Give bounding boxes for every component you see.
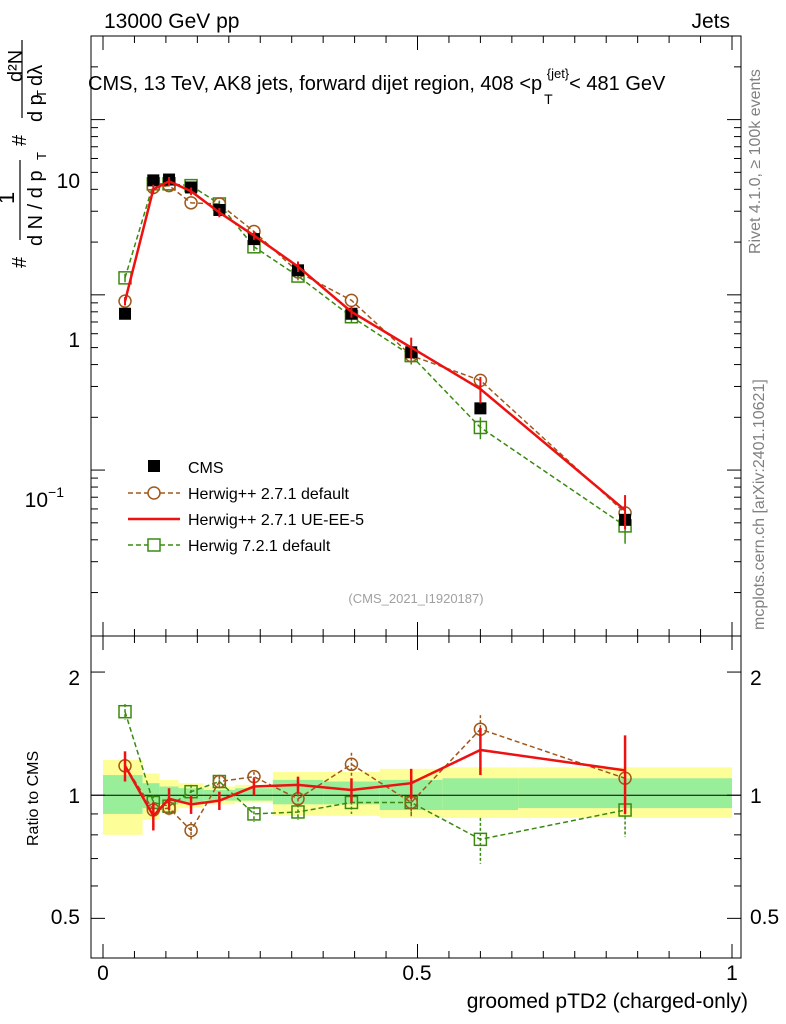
legend: CMS Herwig++ 2.7.1 default Herwig++ 2.7.… [128,460,364,555]
herwig721-point [473,420,488,435]
ratio-tick-label-0.5-right: 0.5 [750,906,779,929]
herwig-default-point [118,294,132,308]
y-label-denominator-2: d p [25,94,47,122]
herwig-default-point [184,196,198,210]
analysis-id: (CMS_2021_I1920187) [348,591,483,606]
y-label-numerator: d²N [5,50,27,82]
plot-title: CMS, 13 TeV, AK8 jets, forward dijet reg… [88,66,666,107]
plot-title-main: CMS, 13 TeV, AK8 jets, forward dijet reg… [88,73,542,95]
ratio-herwig721-point [291,805,305,819]
ratio-herwig-default-point [212,774,227,789]
legend-cms-label: CMS [188,460,224,477]
y-label-sub-t-1: T [34,152,49,160]
y-tick-label-1: 1 [68,329,80,352]
y-label-denominator-1: d N / d p [25,170,47,246]
ratio-tick-label-1-right: 1 [750,785,762,808]
category-label: Jets [691,10,730,33]
ratio-herwig721-point [473,832,488,847]
y-tick-label-0.1-exp: −1 [48,484,64,500]
x-axis-label: groomed pTD2 (charged-only) [467,990,748,1013]
legend-cms-marker [148,460,160,472]
ratio-herwig-default-point [344,757,359,772]
main-panel-series [118,173,632,544]
legend-herwig721-label: Herwig 7.2.1 default [188,538,331,555]
legend-herwig-ueee5-label: Herwig++ 2.7.1 UE-EE-5 [188,512,364,529]
ratio-herwig721-point [247,807,261,821]
ratio-tick-label-0.5-left: 0.5 [51,906,80,929]
ratio-herwig721-point [118,704,132,719]
cms-data-point [474,402,487,415]
plot-title-sup: {jet} [547,66,570,81]
cms-data-point [147,174,160,187]
axis-ticks [91,35,741,959]
legend-herwig-default-label: Herwig++ 2.7.1 default [188,486,350,503]
y-tick-label-0.1: 10−1 [25,484,65,512]
y-label-one: 1 [0,192,19,204]
y-axis-label-main: # 1 d N / d p T # d²N d p T dλ [0,40,49,268]
rivet-label: Rivet 4.1.0, ≥ 100k events [747,69,764,254]
x-tick-label-0.5: 0.5 [402,962,431,985]
ratio-tick-label-2-right: 2 [750,667,762,690]
ratio-panel-series [118,704,632,864]
y-label-hash-2: # [9,134,31,146]
cms-data-point [119,307,132,320]
ratio-panel-frame [90,635,742,959]
x-tick-label-1: 1 [726,962,738,985]
y-label-hash-1: # [9,256,31,268]
ratio-inner-band-bin [103,775,143,814]
plot-title-sub: T [544,91,553,107]
legend-herwig-default-marker [147,486,161,500]
ratio-tick-label-1-left: 1 [68,785,80,808]
ratio-inner-band-bin [442,778,519,811]
energy-label: 13000 GeV pp [104,10,239,33]
legend-herwig721-marker [147,538,161,552]
plot-title-end: < 481 GeV [569,73,666,95]
y-label-sub-t-2: T [34,90,49,98]
y-tick-label-10: 10 [57,170,80,193]
y-tick-label-0.1-base: 10 [25,489,48,512]
ratio-tick-label-2-left: 2 [68,667,80,690]
ratio-herwig-default-point [184,823,198,838]
ratio-herwig-default-line [124,728,626,832]
mcplots-label: mcplots.cern.ch [arXiv:2401.10621] [751,379,768,630]
y-axis-label-ratio: Ratio to CMS [25,751,42,846]
y-label-dlambda: dλ [25,65,47,86]
x-tick-label-0: 0 [97,962,109,985]
